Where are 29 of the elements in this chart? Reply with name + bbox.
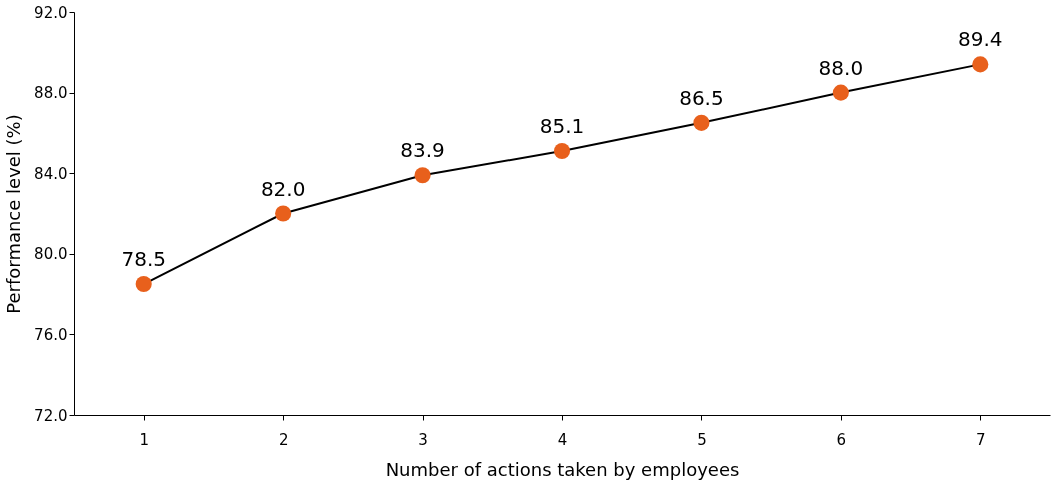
- y-tick-label: 92.0: [34, 3, 68, 22]
- x-tick-label: 3: [418, 430, 428, 449]
- x-tick-label: 6: [836, 430, 847, 449]
- y-axis-title: Performance level (%): [3, 114, 25, 314]
- data-label: 85.1: [539, 114, 585, 139]
- x-tick-label: 5: [697, 430, 707, 449]
- data-label: 88.0: [818, 55, 864, 80]
- data-label: 82.0: [260, 176, 306, 201]
- y-tick-label: 88.0: [34, 84, 68, 103]
- x-tick-label: 1: [139, 430, 149, 449]
- x-tick-label: 2: [278, 430, 289, 449]
- point: [414, 167, 431, 184]
- data-label: 83.9: [400, 138, 445, 163]
- x-axis-title: Number of actions taken by employees: [385, 458, 740, 480]
- point: [275, 205, 292, 222]
- point: [972, 56, 989, 73]
- data-label: 86.5: [679, 85, 724, 110]
- x-tick-label: 7: [976, 430, 986, 449]
- point: [832, 84, 849, 101]
- y-tick-label: 76.0: [34, 325, 68, 344]
- x-tick-label: 4: [557, 430, 568, 449]
- point: [553, 142, 571, 160]
- data-label: 78.5: [121, 247, 166, 272]
- y-tick-label: 80.0: [34, 245, 68, 264]
- point: [135, 275, 152, 293]
- y-tick-label: 84.0: [34, 164, 68, 183]
- data-label: 89.4: [958, 27, 1003, 52]
- point: [693, 114, 710, 131]
- y-tick-label: 72.0: [34, 406, 68, 425]
